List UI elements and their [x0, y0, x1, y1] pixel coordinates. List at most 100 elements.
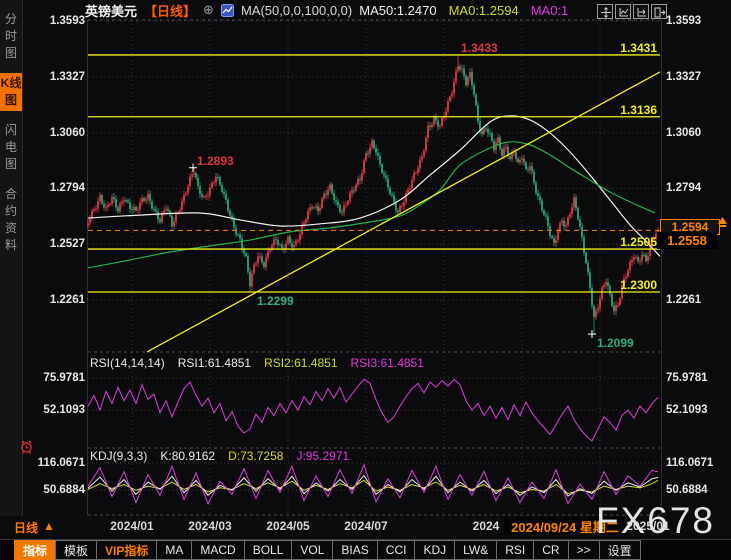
autoscale-x-icon[interactable]	[633, 4, 649, 19]
watermark: FX678	[596, 500, 716, 541]
price-tick-right: 1.3327	[666, 70, 702, 83]
level-price-label: 1.2505	[620, 235, 657, 250]
ma-line-MA50	[87, 115, 661, 257]
sidebar-tab-item[interactable]: 分时图	[4, 12, 17, 60]
rsi-value-label: RSI1:61.4851	[177, 356, 252, 370]
price-tick-left: 1.3060	[49, 126, 85, 139]
chart-style-logo-icon	[220, 3, 234, 17]
chart-tool-icons	[597, 4, 667, 19]
sidebar-tab-active[interactable]: K线图	[0, 73, 22, 111]
toolbar-item-CCI[interactable]: CCI	[376, 540, 416, 560]
toolbar-item-KDJ[interactable]: KDJ	[414, 540, 456, 560]
rsi-tick-right: 52.1093	[666, 404, 708, 416]
rsi-values: RSI1:61.4851 RSI2:61.4851 RSI3:61.4851	[178, 356, 424, 370]
toolbar-item-[interactable]: 设置	[598, 540, 641, 560]
left-tab-strip: 分时图 K线图闪电图合约资料	[0, 0, 23, 516]
toolbar-item-MA[interactable]: MA	[156, 540, 193, 560]
extreme-price-label: 1.2893	[197, 154, 234, 168]
level-price-label: 1.2300	[620, 278, 657, 292]
popout-icon[interactable]	[651, 4, 667, 19]
rsi-value-label: RSI2:61.4851	[264, 356, 338, 370]
period-label: 日线	[14, 521, 39, 535]
indicator-toolbar: 指标 模板 VIP指标 MA MACD BOLL VOL BIAS CCI KDJ LW& RSI CR…	[0, 539, 731, 560]
extreme-cross-marker	[588, 330, 596, 339]
toolbar-item-[interactable]: 模板	[55, 540, 98, 560]
price-tick-left: 1.3593	[49, 15, 85, 27]
extreme-price-label: 1.2299	[257, 294, 294, 308]
date-axis-label: 2025/01	[626, 519, 670, 533]
kdj-values: K:80.9162 D:73.7258 J:95.2971	[160, 449, 349, 463]
extreme-price-label: 1.2099	[597, 336, 634, 350]
period-tag: 【日线】	[144, 3, 197, 19]
extreme-cross-marker	[189, 163, 197, 172]
rsi-line	[87, 378, 659, 442]
ma-value-label: MA0:1.2594	[448, 2, 519, 18]
toolbar-item-VIP[interactable]: VIP指标	[96, 540, 158, 560]
kdj-tick-right: 116.0671	[666, 456, 714, 469]
move-icon[interactable]	[597, 4, 613, 19]
price-tick-right: 1.2261	[666, 294, 702, 307]
toolbar-item-LW[interactable]: LW&	[454, 540, 498, 560]
extreme-price-label: 1.3433	[461, 41, 498, 55]
ma-line-MA100	[87, 141, 656, 269]
ma-settings-label: MA(50,0,0,100,0,0)	[240, 2, 353, 18]
kdj-line-K	[87, 474, 659, 497]
kdj-line-J	[87, 463, 659, 505]
chart-header: 英镑美元 【日线】 ⊕ MA(50,0,0,100,0,0) MA50:1.24…	[85, 2, 568, 19]
alarm-clock-icon[interactable]	[19, 439, 34, 460]
rsi-value-label: RSI3:61.4851	[350, 356, 424, 370]
rsi-header: RSI(14,14,14) RSI1:61.4851 RSI2:61.4851 RS…	[90, 356, 424, 370]
moving-average-layer	[87, 115, 661, 269]
date-axis-label: 2024/07	[344, 519, 388, 533]
period-arrow-icon: ▲	[43, 519, 55, 533]
toolbar-item-RSI[interactable]: RSI	[496, 540, 535, 560]
sidebar-tab-item[interactable]: 合约资料	[4, 187, 17, 252]
kdj-line-D	[87, 479, 659, 495]
price-tick-right: 1.3060	[666, 126, 702, 139]
toolbar-item-BOLL[interactable]: BOLL	[243, 540, 293, 560]
kdj-value-label: K:80.9162	[160, 449, 216, 463]
toolbar-item-BIAS[interactable]: BIAS	[332, 540, 378, 560]
sidebar-tab-item[interactable]: 闪电图	[4, 123, 17, 171]
price-tick-left: 1.2261	[49, 294, 85, 307]
add-compare-icon[interactable]: ⊕	[203, 2, 214, 17]
kdj-tick-left: 116.0671	[37, 456, 85, 469]
period-indicator[interactable]: 日线 ▲	[14, 519, 55, 536]
ma-values: MA50:1.2470 MA0:1.2594 MA0:1	[359, 3, 568, 18]
price-alert-flag-icon[interactable]	[716, 215, 729, 234]
date-axis-label: 2024	[472, 519, 500, 533]
toolbar-item-MACD[interactable]: MACD	[191, 540, 245, 560]
level-price-label: 1.3431	[620, 40, 657, 55]
grid-layer	[87, 19, 662, 516]
price-tick-right: 1.2794	[666, 182, 702, 195]
rsi-tick-left: 52.1093	[43, 404, 85, 416]
price-tick-left: 1.3327	[49, 70, 85, 83]
toolbar-item-[interactable]: 指标	[14, 540, 57, 560]
trendline[interactable]	[146, 71, 661, 353]
toolbar-item-CR[interactable]: CR	[533, 540, 569, 560]
kdj-header: KDJ(9,3,3) K:80.9162 D:73.7258 J:95.2971	[90, 449, 349, 463]
symbol-title: 英镑美元	[85, 3, 138, 19]
ma-value-label: MA50:1.2470	[359, 2, 437, 18]
annotation-layer	[88, 54, 661, 353]
kdj-tick-left: 50.6884	[43, 484, 85, 496]
crosshair-price-tag: 1.2558	[657, 232, 717, 249]
crosshair-date-tooltip: 2024/09/24 星期二	[504, 517, 626, 535]
price-tick-left: 1.2527	[49, 238, 85, 251]
toolbar-item-[interactable]: >>	[567, 540, 600, 560]
rsi-tick-right: 75.9781	[666, 371, 708, 384]
kdj-value-label: J:95.2971	[296, 449, 350, 463]
price-tick-left: 1.2794	[49, 182, 85, 195]
kdj-tick-right: 50.6884	[666, 484, 708, 496]
date-axis-label: 2024/01	[110, 519, 154, 533]
level-price-label: 1.3136	[620, 102, 657, 117]
toolbar-item-VOL[interactable]: VOL	[291, 540, 334, 560]
autoscale-y-icon[interactable]	[615, 4, 631, 19]
oscillator-layer	[87, 378, 659, 505]
date-axis-label: 2024/03	[188, 519, 232, 533]
ma-value-label: MA0:1	[530, 2, 569, 18]
kdj-value-label: D:73.7258	[228, 449, 284, 463]
date-axis-label: 2024/05	[266, 519, 310, 533]
